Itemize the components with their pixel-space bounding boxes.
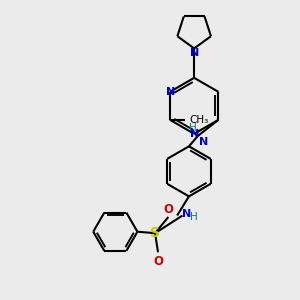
Text: O: O <box>153 255 163 268</box>
Text: N: N <box>182 209 192 219</box>
Text: N: N <box>166 87 175 97</box>
Text: O: O <box>163 202 173 215</box>
Text: CH₃: CH₃ <box>189 115 208 125</box>
Text: N: N <box>190 129 200 139</box>
Text: S: S <box>150 226 160 240</box>
Text: N: N <box>190 48 199 58</box>
Text: H: H <box>190 212 197 222</box>
Text: H: H <box>189 123 196 133</box>
Text: N: N <box>199 136 208 147</box>
